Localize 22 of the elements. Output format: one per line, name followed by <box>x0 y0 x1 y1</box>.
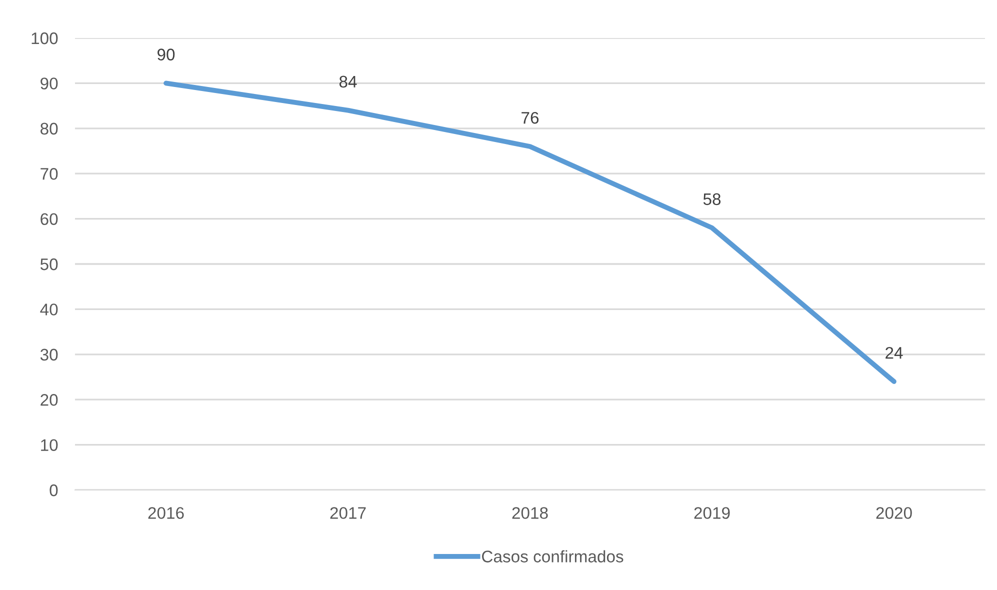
x-tick-label: 2016 <box>148 507 184 519</box>
data-label: 90 <box>158 48 175 60</box>
x-tick-label: 2020 <box>876 507 912 519</box>
y-tick-label: 10 <box>41 439 58 452</box>
y-tick-label: 0 <box>50 484 58 496</box>
y-tick-label: 80 <box>40 122 58 135</box>
y-tick-label: 90 <box>40 78 58 90</box>
legend-label: Casos confirmados <box>482 550 624 562</box>
data-label: 76 <box>522 112 539 124</box>
data-label: 58 <box>703 193 721 206</box>
y-tick-label: 50 <box>40 258 58 270</box>
y-tick-label: 30 <box>40 348 58 361</box>
x-tick-label: 2019 <box>694 507 730 519</box>
y-tick-label: 60 <box>40 213 58 226</box>
data-label: 84 <box>339 76 357 88</box>
x-tick-label: 2018 <box>512 507 548 519</box>
y-tick-label: 70 <box>40 168 58 180</box>
x-tick-label: 2017 <box>330 507 366 519</box>
y-tick-label: 100 <box>32 32 58 44</box>
y-tick-label: 40 <box>40 304 58 316</box>
y-tick-label: 20 <box>40 394 58 406</box>
data-label: 24 <box>886 346 903 359</box>
